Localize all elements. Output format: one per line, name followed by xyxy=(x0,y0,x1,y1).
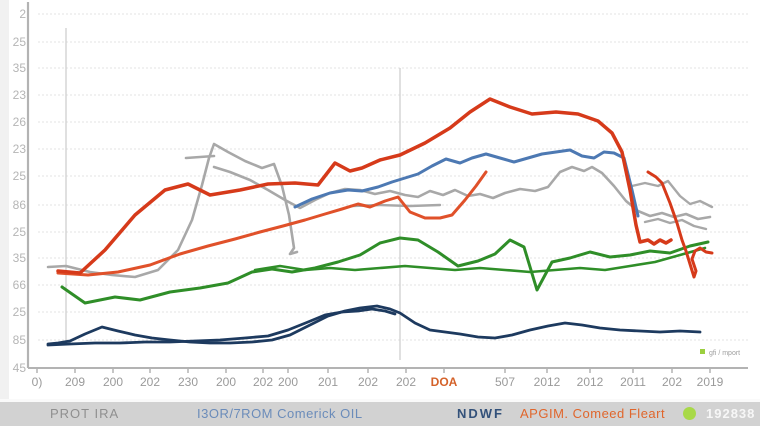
y-axis-label: 23 xyxy=(13,142,27,156)
legend-swatch-icon xyxy=(700,349,705,354)
status-left-label: PROT IRA xyxy=(50,406,120,421)
series-red-line-second xyxy=(56,170,488,277)
y-axis-label: 66 xyxy=(13,278,27,292)
series-red-line-main xyxy=(56,97,673,275)
series-navy-line-upper xyxy=(46,304,702,346)
status-center-label: I3OR/7ROM Comerick OIL xyxy=(197,406,363,421)
y-axis-label: 25 xyxy=(13,35,27,49)
series-green-line-flat xyxy=(253,246,707,274)
x-axis-label: 200 xyxy=(216,375,236,389)
series-green-line-main xyxy=(60,236,710,305)
x-axis-label: 2011 xyxy=(620,375,646,389)
status-badge-value: 192838 xyxy=(706,406,756,421)
y-axis-label: 25 xyxy=(13,169,27,183)
x-axis-label: DOA xyxy=(431,375,458,389)
x-axis-label: 200 xyxy=(103,375,123,389)
status-bar: PROT IRA I3OR/7ROM Comerick OIL NDWF APG… xyxy=(0,399,760,426)
series-gray-line-2 xyxy=(184,154,216,160)
x-axis-label: 202 xyxy=(358,375,378,389)
x-axis-label: 209 xyxy=(65,375,85,389)
y-axis-label: 23 xyxy=(13,88,27,102)
x-axis-label: 202 xyxy=(396,375,416,389)
y-axis-label: 86 xyxy=(13,198,27,212)
legend-label: gfi / mport xyxy=(709,350,740,357)
y-axis-label: 25 xyxy=(13,225,27,239)
x-axis-label: 507 xyxy=(495,375,515,389)
x-axis-label: 202 xyxy=(662,375,682,389)
y-axis-label: 45 xyxy=(13,361,27,375)
series-navy-line-lower xyxy=(46,307,397,347)
line-chart: 2 25 35 23 26 23 25 86 25 35 66 25 85 45 0) 209 200 202 23… xyxy=(13,2,748,389)
status-dot-icon xyxy=(683,407,696,420)
x-axis-label: 230 xyxy=(178,375,198,389)
x-axis-label: 2012 xyxy=(534,375,561,389)
series-blue-line xyxy=(293,148,640,218)
y-axis-label: 25 xyxy=(13,305,27,319)
status-right-label: APGIM. Comeed Fleart xyxy=(520,406,666,421)
x-axis-label: 202 xyxy=(140,375,160,389)
series-red-line-end xyxy=(646,170,714,279)
x-axis-label: 202 xyxy=(253,375,273,389)
series-gray-line-4 xyxy=(630,179,714,209)
x-axis-label: 2012 xyxy=(577,375,604,389)
y-axis-label: 85 xyxy=(13,333,27,347)
x-axis-label: 0) xyxy=(32,375,43,389)
x-axis-label: 201 xyxy=(318,375,338,389)
y-axis-label: 26 xyxy=(13,115,27,129)
series-gray-line-1 xyxy=(46,142,299,279)
x-axis-label: 200 xyxy=(278,375,298,389)
left-margin-strip xyxy=(0,0,9,400)
y-axis-label: 35 xyxy=(13,251,27,265)
y-axis-label: 35 xyxy=(13,61,27,75)
x-axis-label: 2019 xyxy=(697,375,724,389)
y-axis-label: 2 xyxy=(19,7,26,21)
status-ndwf-label: NDWF xyxy=(457,406,504,421)
